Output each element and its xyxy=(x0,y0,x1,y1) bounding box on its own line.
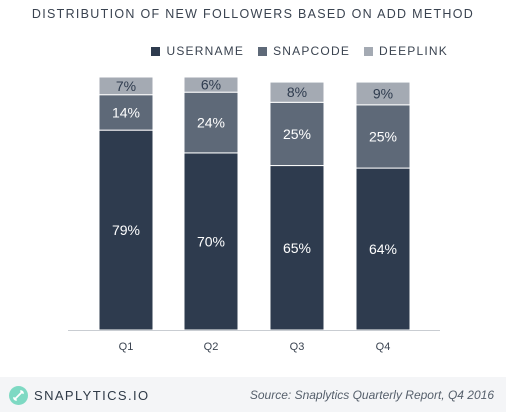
stacked-bar-chart: 79% 14% 7% Q1 70% 24% 6% Q2 65% 25% 8% Q3 64% 25% 9% Q4 xyxy=(68,76,440,353)
bar-deeplink-q2 xyxy=(183,76,239,93)
legend-item-snapcode: SNAPCODE xyxy=(258,44,350,58)
brand: SNAPLYTICS.IO xyxy=(9,386,149,405)
legend-swatch-snapcode xyxy=(258,46,268,56)
link-icon xyxy=(9,386,28,405)
value-label-username-q3: 65% xyxy=(283,240,311,256)
legend-label-username: USERNAME xyxy=(166,44,245,58)
legend-swatch-username xyxy=(151,46,161,56)
bar-username-q3 xyxy=(269,165,325,331)
legend-label-deeplink: DEEPLINK xyxy=(379,44,448,58)
value-label-deeplink-q3: 8% xyxy=(287,84,307,100)
legend: USERNAME SNAPCODE DEEPLINK xyxy=(151,44,448,58)
value-label-deeplink-q4: 9% xyxy=(373,85,393,101)
x-tick-q2: Q2 xyxy=(204,341,219,353)
x-tick-q1: Q1 xyxy=(119,341,134,353)
bar-deeplink-q3 xyxy=(269,81,325,103)
value-label-username-q4: 64% xyxy=(369,241,397,257)
bar-snapcode-q4 xyxy=(355,104,411,169)
value-label-username-q1: 79% xyxy=(112,222,140,238)
brand-name: SNAPLYTICS.IO xyxy=(34,388,150,403)
legend-item-username: USERNAME xyxy=(151,44,244,58)
bar-username-q2 xyxy=(183,152,239,331)
bar-deeplink-q4 xyxy=(355,81,411,106)
x-tick-q3: Q3 xyxy=(290,341,305,353)
value-label-snapcode-q4: 25% xyxy=(369,128,397,144)
footer: SNAPLYTICS.IO Source: Snaplytics Quarter… xyxy=(0,377,506,412)
value-label-snapcode-q3: 25% xyxy=(283,126,311,142)
source-note: Source: Snaplytics Quarterly Report, Q4 … xyxy=(249,388,494,402)
bar-snapcode-q1 xyxy=(98,94,154,131)
bar-username-q1 xyxy=(98,129,154,331)
value-label-snapcode-q2: 24% xyxy=(197,115,225,131)
value-label-deeplink-q1: 7% xyxy=(116,78,136,94)
x-tick-q4: Q4 xyxy=(376,341,391,353)
value-label-snapcode-q1: 14% xyxy=(112,104,140,120)
bar-snapcode-q3 xyxy=(269,101,325,167)
legend-label-snapcode: SNAPCODE xyxy=(273,44,351,58)
bar-snapcode-q2 xyxy=(183,91,239,154)
value-label-deeplink-q2: 6% xyxy=(201,77,221,93)
value-label-username-q2: 70% xyxy=(197,233,225,249)
chart-title: DISTRIBUTION OF NEW FOLLOWERS BASED ON A… xyxy=(31,7,475,21)
bar-deeplink-q1 xyxy=(98,76,154,96)
legend-item-deeplink: DEEPLINK xyxy=(364,44,448,58)
legend-swatch-deeplink xyxy=(364,46,374,56)
